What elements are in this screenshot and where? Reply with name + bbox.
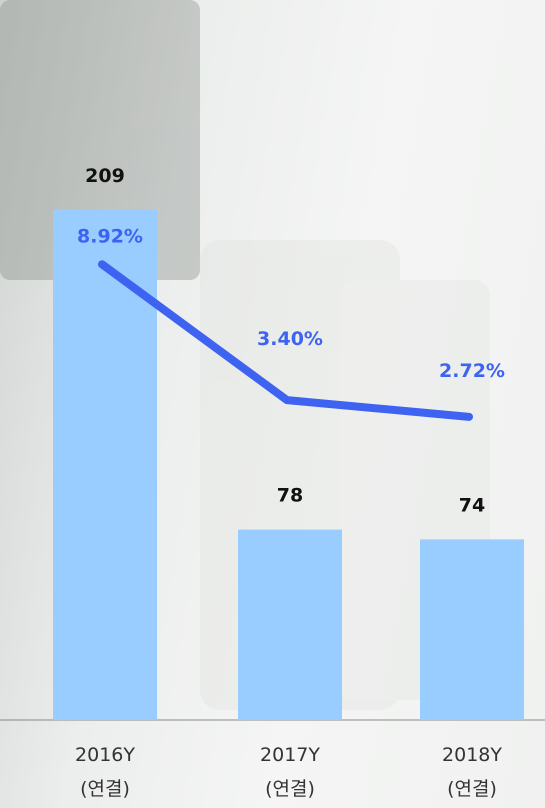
x-tick-label: 2017Y (연결) <box>260 744 320 800</box>
line-value-label: 3.40% <box>257 328 323 350</box>
bar <box>238 529 342 720</box>
x-tick-label: 2018Y (연결) <box>442 744 502 800</box>
bar <box>53 209 157 720</box>
bar <box>420 539 524 720</box>
bar-value-label: 74 <box>459 494 485 516</box>
x-tick-label: 2016Y (연결) <box>75 744 135 800</box>
line-value-label: 8.92% <box>77 225 143 247</box>
bar-value-label: 209 <box>85 165 125 187</box>
background-photo <box>0 0 490 710</box>
line-value-label: 2.72% <box>439 360 505 382</box>
line <box>98 260 473 421</box>
bar-value-label: 78 <box>277 485 303 507</box>
